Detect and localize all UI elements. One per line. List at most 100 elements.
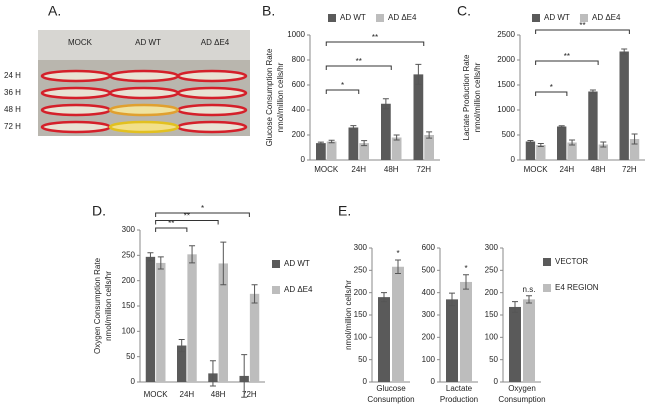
y-axis-label: Lactate Production Rate	[462, 54, 471, 140]
x-tick-label: Consumption	[367, 395, 414, 404]
y-tick-label: 200	[292, 130, 306, 139]
significance-bracket	[535, 91, 568, 96]
x-tick-label: 24H	[180, 390, 195, 399]
y-axis-label: nmol/million cells/hr	[276, 62, 285, 132]
y-axis-label: nmol/million cells/hr	[473, 62, 482, 132]
error-bar	[382, 98, 389, 110]
y-tick-label: 300	[422, 310, 436, 319]
error-bar	[426, 131, 433, 139]
x-tick-label: Lactate	[446, 384, 473, 393]
significance-bracket	[325, 89, 360, 94]
x-tick-label: 72H	[242, 390, 257, 399]
error-bar	[395, 259, 401, 274]
error-bar	[317, 141, 324, 145]
error-bar	[621, 48, 628, 55]
row-label: 72 H	[4, 122, 21, 131]
error-bar	[600, 141, 607, 148]
column-label: AD ΔE4	[201, 38, 230, 47]
photo	[38, 30, 250, 136]
error-bar	[209, 360, 216, 387]
y-tick-label: 600	[422, 243, 436, 252]
bar	[567, 142, 577, 160]
bar	[316, 143, 326, 160]
y-axis-label: Glucose Consumption Rate	[265, 48, 274, 146]
y-tick-label: 0	[511, 155, 516, 164]
x-tick-label: MOCK	[524, 165, 549, 174]
panel-label: C.	[457, 3, 471, 19]
bar	[392, 266, 404, 382]
bar	[525, 141, 536, 160]
x-tick-label: Oxygen	[508, 384, 536, 393]
error-bar	[512, 301, 518, 313]
row-label: 48 H	[4, 105, 21, 114]
x-tick-label: 48H	[591, 165, 606, 174]
annotation: *	[464, 264, 467, 273]
y-tick-label: 100	[422, 355, 436, 364]
bar	[156, 262, 166, 382]
row-label: 24 H	[4, 71, 21, 80]
y-tick-label: 400	[422, 288, 436, 297]
y-tick-label: 200	[354, 288, 368, 297]
error-bar	[189, 245, 196, 264]
annotation: n.s.	[523, 285, 536, 294]
bar	[359, 143, 369, 160]
significance-bracket	[535, 60, 599, 65]
bar	[348, 127, 359, 160]
y-tick-label: 200	[122, 276, 136, 285]
error-bar	[251, 284, 258, 304]
error-bar	[381, 292, 387, 303]
bar	[187, 254, 197, 382]
column-label: AD WT	[135, 38, 161, 47]
column-label: MOCK	[68, 38, 93, 47]
legend-label: AD WT	[340, 13, 366, 22]
legend-label: AD ΔE4	[388, 13, 417, 22]
error-bar	[328, 139, 335, 144]
error-bar	[526, 295, 532, 304]
bar	[177, 345, 187, 382]
bar	[557, 126, 567, 160]
y-tick-label: 0	[494, 377, 499, 386]
y-tick-label: 200	[422, 332, 436, 341]
y-tick-label: 50	[126, 352, 135, 361]
bar	[619, 51, 629, 160]
significance-label: **	[579, 21, 585, 30]
error-bar	[537, 143, 544, 147]
y-tick-label: 0	[431, 377, 436, 386]
error-bar	[631, 133, 638, 145]
significance-bracket	[535, 29, 630, 34]
x-tick-label: Consumption	[498, 395, 545, 404]
y-tick-label: 800	[292, 55, 306, 64]
y-tick-label: 500	[502, 130, 516, 139]
bar	[424, 135, 434, 160]
panel-label: E.	[338, 203, 351, 219]
error-bar	[463, 274, 469, 290]
significance-label: **	[564, 52, 570, 61]
legend-swatch	[272, 260, 280, 268]
bar	[413, 74, 424, 160]
bar	[218, 263, 228, 382]
y-tick-label: 2000	[497, 55, 515, 64]
legend-label: E4 REGION	[555, 283, 599, 292]
significance-label: **	[356, 57, 362, 66]
x-tick-label: MOCK	[144, 390, 169, 399]
legend-label: AD ΔE4	[592, 13, 621, 22]
y-tick-label: 100	[122, 326, 136, 335]
error-bar	[350, 125, 357, 130]
significance-label: **	[184, 212, 190, 221]
legend-swatch	[272, 286, 280, 294]
x-tick-label: MOCK	[314, 165, 339, 174]
y-tick-label: 500	[422, 265, 436, 274]
x-tick-label: 48H	[384, 165, 399, 174]
y-tick-label: 50	[358, 355, 367, 364]
error-bar	[393, 134, 400, 141]
y-tick-label: 0	[301, 155, 306, 164]
y-axis-label: Oxygen Consumption Rate	[93, 257, 102, 354]
y-tick-label: 300	[354, 243, 368, 252]
error-bar	[558, 125, 565, 128]
y-tick-label: 1000	[497, 105, 515, 114]
error-bar	[361, 140, 368, 147]
y-tick-label: 100	[485, 332, 499, 341]
legend-label: VECTOR	[555, 257, 588, 266]
error-bar	[569, 139, 576, 146]
